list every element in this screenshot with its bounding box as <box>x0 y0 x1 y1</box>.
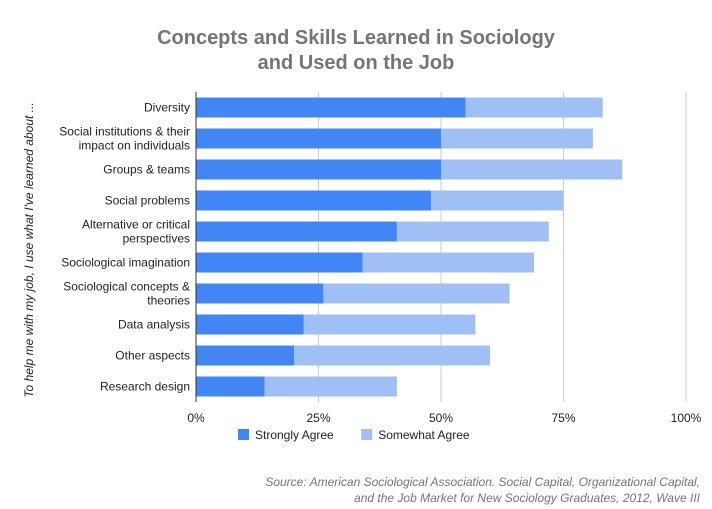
x-tick-label: 100% <box>671 411 702 425</box>
chart-title-line-2: and Used on the Job <box>257 52 455 74</box>
bar-somewhat-agree <box>303 314 476 335</box>
category-label: Social problems <box>105 194 190 208</box>
category-label: Sociological imagination <box>61 256 190 270</box>
category-label: Other aspects <box>115 349 190 363</box>
category-label: Data analysis <box>118 318 190 332</box>
bar-somewhat-agree <box>362 252 535 273</box>
category-label: Social institutions & their impact on ind… <box>59 125 190 153</box>
legend-label-somewhat-agree: Somewhat Agree <box>378 428 470 442</box>
category-label: Research design <box>100 380 190 394</box>
bar-somewhat-agree <box>441 128 593 149</box>
x-tick-label: 75% <box>551 411 575 425</box>
bar-strongly-agree <box>196 345 294 366</box>
bar-strongly-agree <box>196 128 441 149</box>
source-line-1: Source: American Sociological Associatio… <box>265 475 700 489</box>
bar-strongly-agree <box>196 97 466 118</box>
bar-strongly-agree <box>196 376 265 397</box>
chart-title: Concepts and Skills Learned in Sociology… <box>0 26 712 76</box>
source-note: Source: American Sociological Associatio… <box>100 474 700 506</box>
bar-somewhat-agree <box>264 376 397 397</box>
legend-swatch-somewhat-agree <box>361 429 373 440</box>
chart-title-line-1: Concepts and Skills Learned in Sociology <box>157 27 555 49</box>
bar-strongly-agree <box>196 314 304 335</box>
category-label: Alternative or critical perspectives <box>82 218 190 246</box>
bar-somewhat-agree <box>294 345 490 366</box>
x-tick-label: 25% <box>306 411 330 425</box>
category-label: Diversity <box>144 101 190 115</box>
x-tick-label: 0% <box>187 411 205 425</box>
bar-somewhat-agree <box>441 159 623 180</box>
x-tick-label: 50% <box>429 411 453 425</box>
legend-label-strongly-agree: Strongly Agree <box>255 428 334 442</box>
bar-somewhat-agree <box>431 190 564 211</box>
source-line-2: and the Job Market for New Sociology Gra… <box>354 491 700 505</box>
bar-somewhat-agree <box>396 221 549 242</box>
legend-swatch-strongly-agree <box>238 429 249 440</box>
bar-strongly-agree <box>196 221 397 242</box>
bar-strongly-agree <box>196 283 324 304</box>
bar-somewhat-agree <box>465 97 603 118</box>
bar-strongly-agree <box>196 190 432 211</box>
bar-strongly-agree <box>196 252 363 273</box>
bar-somewhat-agree <box>323 283 510 304</box>
category-label: Groups & teams <box>103 163 190 177</box>
category-label: Sociological concepts & theories <box>63 280 190 308</box>
bar-strongly-agree <box>196 159 441 180</box>
